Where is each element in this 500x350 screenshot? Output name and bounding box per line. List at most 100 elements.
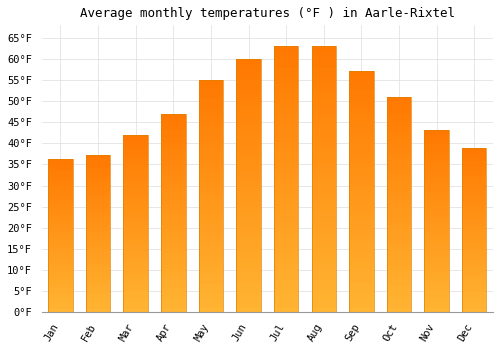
Bar <box>274 227 298 232</box>
Bar <box>236 236 261 242</box>
Bar <box>86 174 110 177</box>
Bar <box>462 292 486 296</box>
Bar <box>387 183 411 187</box>
Bar <box>387 118 411 122</box>
Bar <box>387 135 411 140</box>
Bar <box>424 276 449 279</box>
Bar <box>387 209 411 213</box>
Bar <box>387 105 411 110</box>
Bar <box>161 249 186 253</box>
Bar <box>387 222 411 226</box>
Bar <box>424 246 449 250</box>
Bar <box>349 182 374 187</box>
Bar <box>124 142 148 145</box>
Bar <box>312 206 336 211</box>
Bar <box>198 80 223 85</box>
Bar <box>424 265 449 268</box>
Bar <box>349 85 374 90</box>
Bar <box>312 248 336 254</box>
Bar <box>349 138 374 143</box>
Bar <box>236 170 261 176</box>
Bar <box>124 266 148 270</box>
Bar <box>161 194 186 197</box>
Bar <box>462 230 486 233</box>
Bar <box>198 150 223 154</box>
Bar <box>236 267 261 272</box>
Bar <box>387 239 411 243</box>
Bar <box>198 215 223 219</box>
Bar <box>462 270 486 273</box>
Bar <box>236 135 261 140</box>
Bar <box>86 209 110 212</box>
Bar <box>86 158 110 161</box>
Bar <box>48 159 72 162</box>
Bar <box>312 99 336 105</box>
Bar <box>274 211 298 216</box>
Bar <box>274 147 298 153</box>
Bar <box>312 78 336 84</box>
Bar <box>387 273 411 278</box>
Bar <box>462 250 486 253</box>
Bar <box>387 170 411 174</box>
Bar <box>86 281 110 284</box>
Bar <box>274 184 298 190</box>
Bar <box>349 134 374 138</box>
Bar <box>161 280 186 285</box>
Bar <box>424 210 449 214</box>
Bar <box>387 299 411 303</box>
Bar <box>312 179 336 184</box>
Bar <box>387 161 411 166</box>
Bar <box>424 199 449 203</box>
Bar <box>124 177 148 181</box>
Bar <box>274 179 298 184</box>
Bar <box>48 266 72 269</box>
Bar <box>462 204 486 207</box>
Bar <box>462 194 486 197</box>
Bar <box>48 211 72 214</box>
Bar <box>312 222 336 227</box>
Bar <box>349 259 374 264</box>
Bar <box>462 226 486 230</box>
Bar <box>48 187 72 190</box>
Bar <box>349 100 374 105</box>
Bar <box>86 271 110 274</box>
Bar <box>86 306 110 309</box>
Bar <box>161 182 186 186</box>
Bar <box>424 159 449 163</box>
Bar <box>236 201 261 206</box>
Bar <box>462 164 486 167</box>
Bar <box>424 134 449 137</box>
Bar <box>312 190 336 195</box>
Bar <box>462 299 486 302</box>
Bar <box>198 108 223 113</box>
Bar <box>48 278 72 281</box>
Bar <box>349 191 374 196</box>
Bar <box>86 180 110 183</box>
Bar <box>349 254 374 259</box>
Bar <box>161 166 186 170</box>
Bar <box>387 295 411 299</box>
Bar <box>274 73 298 78</box>
Bar <box>236 64 261 70</box>
Bar <box>274 291 298 296</box>
Bar <box>236 246 261 251</box>
Bar <box>274 46 298 52</box>
Bar <box>124 273 148 276</box>
Bar <box>312 275 336 280</box>
Bar <box>124 245 148 248</box>
Bar <box>312 174 336 179</box>
Bar <box>349 235 374 240</box>
Bar <box>48 285 72 288</box>
Bar <box>48 254 72 257</box>
Bar <box>124 241 148 245</box>
Bar <box>48 214 72 217</box>
Bar <box>236 302 261 307</box>
Bar <box>48 275 72 278</box>
Bar <box>424 301 449 305</box>
Bar <box>274 232 298 238</box>
Bar <box>349 158 374 162</box>
Bar <box>161 174 186 177</box>
Bar <box>86 224 110 228</box>
Bar <box>124 167 148 170</box>
Bar <box>48 196 72 199</box>
